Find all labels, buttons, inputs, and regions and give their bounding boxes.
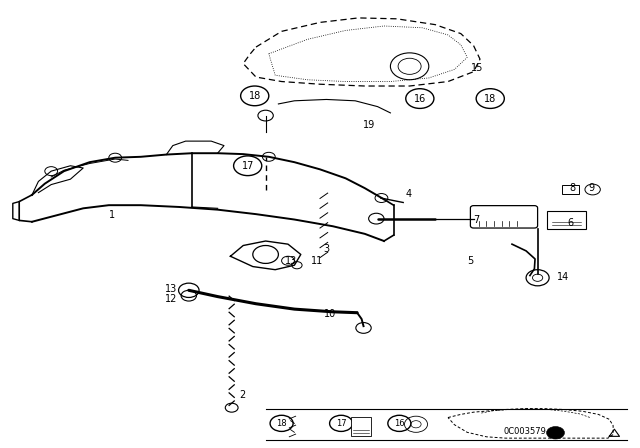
Text: 18: 18 [276, 419, 287, 428]
FancyBboxPatch shape [470, 206, 538, 228]
Text: 1: 1 [109, 210, 115, 220]
Text: 16: 16 [413, 94, 426, 103]
Text: 12: 12 [165, 294, 178, 304]
Text: 13: 13 [165, 284, 178, 294]
Text: 3: 3 [323, 244, 330, 254]
Text: 19: 19 [362, 120, 375, 129]
Text: 9: 9 [588, 183, 595, 193]
Bar [547, 211, 586, 229]
Text: 8: 8 [570, 183, 576, 193]
Text: 10: 10 [324, 310, 337, 319]
Text: 17: 17 [241, 161, 254, 171]
Bar [351, 417, 371, 436]
Text: 11: 11 [311, 256, 324, 266]
Text: 17: 17 [336, 419, 346, 428]
Text: 4: 4 [405, 189, 412, 198]
Text: 0C003579: 0C003579 [504, 427, 546, 436]
Text: 2: 2 [239, 390, 245, 400]
Polygon shape [609, 429, 620, 436]
Text: 6: 6 [568, 218, 574, 228]
Circle shape [547, 426, 564, 439]
Bar [562, 185, 579, 194]
Text: 18: 18 [248, 91, 261, 101]
Text: 15: 15 [471, 63, 484, 73]
Text: 16: 16 [394, 419, 404, 428]
Text: 18: 18 [484, 94, 497, 103]
Text: 5: 5 [467, 256, 474, 266]
Text: 14: 14 [557, 272, 570, 282]
Text: 13: 13 [285, 256, 298, 266]
Text: 7: 7 [474, 215, 480, 225]
